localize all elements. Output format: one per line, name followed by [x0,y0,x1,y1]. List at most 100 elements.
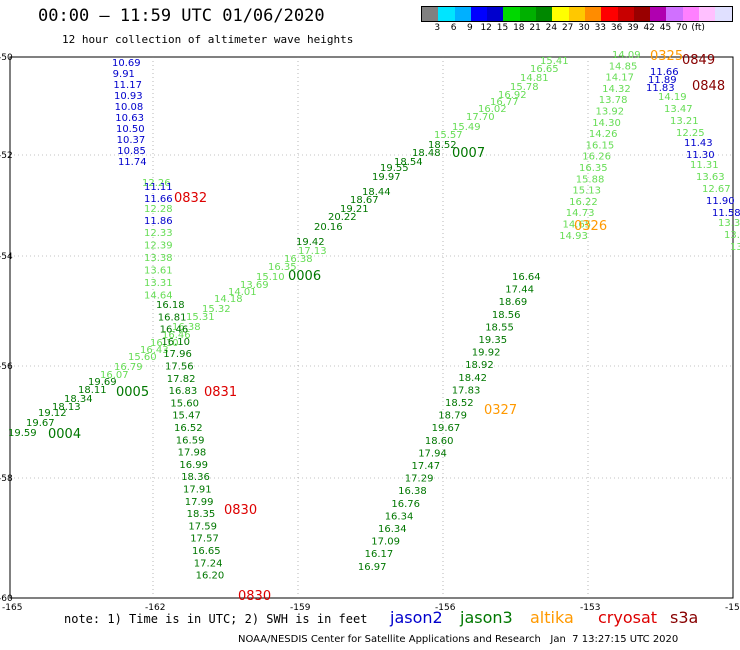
swh-value: 14.65 [563,220,592,231]
scale-swatch [552,7,569,21]
swh-value: 16.52 [174,423,203,434]
swh-value: 18.69 [499,297,528,308]
scale-swatch [519,7,537,21]
swh-value: 11.89 [648,75,677,86]
swh-value: 18.42 [458,373,487,384]
swh-value: 13.21 [670,116,699,127]
swh-value: 16.65 [530,64,559,75]
swh-value: 18.79 [438,411,467,422]
swh-value: 16.15 [586,140,615,151]
swh-value: 16.83 [169,386,198,397]
altimeter-map: -165 -162 -159 -156 -153 -15 -50 -52 -54 -56 -58 -6… [0,49,740,610]
color-scale-labels: 3 6 9 12 15 18 21 24 27 30 33 36 39 42 45 70 (ft) [421,23,740,35]
swh-value: 18.52 [428,140,457,151]
scale-label: 30 [578,23,590,33]
swh-value: 11.17 [113,80,142,91]
footer-org: NOAA/NESDIS Center for Satellite Applica… [238,634,541,645]
swh-value: 16.35 [579,163,608,174]
swh-value: 18.36 [181,472,210,483]
swh-value: 12.26 [142,178,171,189]
scale-label: 24 [545,23,558,33]
swh-value: 17.91 [183,485,212,496]
swh-value: 15.60 [170,398,199,409]
swh-value: 10.63 [115,113,144,124]
swh-value: 11.30 [686,150,715,161]
time-label: 0326 [574,219,607,234]
swh-value: 16.79 [114,362,143,373]
swh-value: 11.86 [144,216,173,227]
swh-value: 10.08 [115,102,144,113]
swh-value: 11.90 [706,196,735,207]
swh-value: 18.34 [64,394,93,405]
swh-value: 11.31 [690,160,719,171]
swh-value: 18.92 [465,360,494,371]
y-tick-label: -52 [0,151,13,161]
time-label: 0831 [204,385,237,400]
swh-value: 16.46 [162,330,191,341]
swh-value: 15.32 [202,304,231,315]
scale-swatch [699,7,716,21]
time-label: 0007 [452,146,485,161]
swh-value: 17.09 [371,537,400,548]
page-subtitle: 12 hour collection of altimeter wave hei… [62,33,354,46]
swh-value: 18.11 [78,385,107,396]
swh-value: 14.18 [214,294,243,305]
swh-value: 10.85 [117,146,146,157]
swh-value: 12.28 [144,204,173,215]
swh-value: 19.35 [479,335,508,346]
scale-swatch [617,7,634,21]
scale-swatch [503,7,520,21]
y-tick-label: -54 [0,252,13,262]
swh-value: 19.55 [380,163,409,174]
scale-label: 9 [467,23,473,33]
swh-value: 13.3 [718,218,740,229]
swh-value: 19.67 [26,418,55,429]
swh-value: 11.66 [650,67,679,78]
swh-value: 17.83 [452,385,481,396]
page-title: 00:00 – 11:59 UTC 01/06/2020 [38,6,325,26]
y-tick-label: -56 [0,362,13,372]
swh-value: 17.99 [185,497,214,508]
scale-label: 45 [659,23,672,33]
scale-label: 6 [450,23,457,33]
footer-timestamp: Jan 7 13:27:15 UTC 2020 [550,634,679,645]
swh-value: 14.73 [566,208,595,219]
swh-value: 17.47 [412,461,441,472]
swh-value: 17.94 [418,448,447,459]
swh-value: 12.39 [144,241,173,252]
swh-value: 17.59 [188,521,217,532]
swh-value: 13.78 [599,95,628,106]
swh-value: 19.12 [38,408,67,419]
swh-value: 16.26 [582,152,611,163]
swh-value: 13.69 [240,280,269,291]
scale-swatch [682,7,700,21]
x-tick-label: -165 [2,603,22,610]
swh-value: 20.22 [328,212,357,223]
swh-value: 19.92 [472,348,501,359]
wave-height-color-scale [421,6,733,22]
swh-value: 17.96 [163,349,192,360]
swh-value: 13.38 [144,253,173,264]
swh-value: 10.69 [112,58,141,69]
swh-value: 13. [724,230,740,241]
swh-value: 11.83 [646,83,675,94]
swh-value: 17.44 [505,285,534,296]
swh-value: 16.65 [192,546,221,557]
y-tick-label: -60 [0,594,13,604]
swh-value: 20.16 [314,222,343,233]
swh-value: 16.38 [172,322,201,333]
scale-label: 33 [594,23,607,33]
time-label: 0830 [238,589,271,604]
swh-value: 14.26 [589,129,618,140]
scale-swatch [438,7,455,21]
swh-value: 18.56 [492,310,521,321]
swh-value: 16.46 [160,325,189,336]
swh-value: 16.07 [100,370,129,381]
swh-value: 17.56 [165,362,194,373]
swh-value: 16.99 [179,460,208,471]
scale-swatch [650,7,667,21]
x-tick-label: -159 [290,603,311,610]
legend-item-altika: altika [530,608,574,627]
swh-value: 16.34 [378,524,407,535]
swh-value: 17.24 [194,558,223,569]
